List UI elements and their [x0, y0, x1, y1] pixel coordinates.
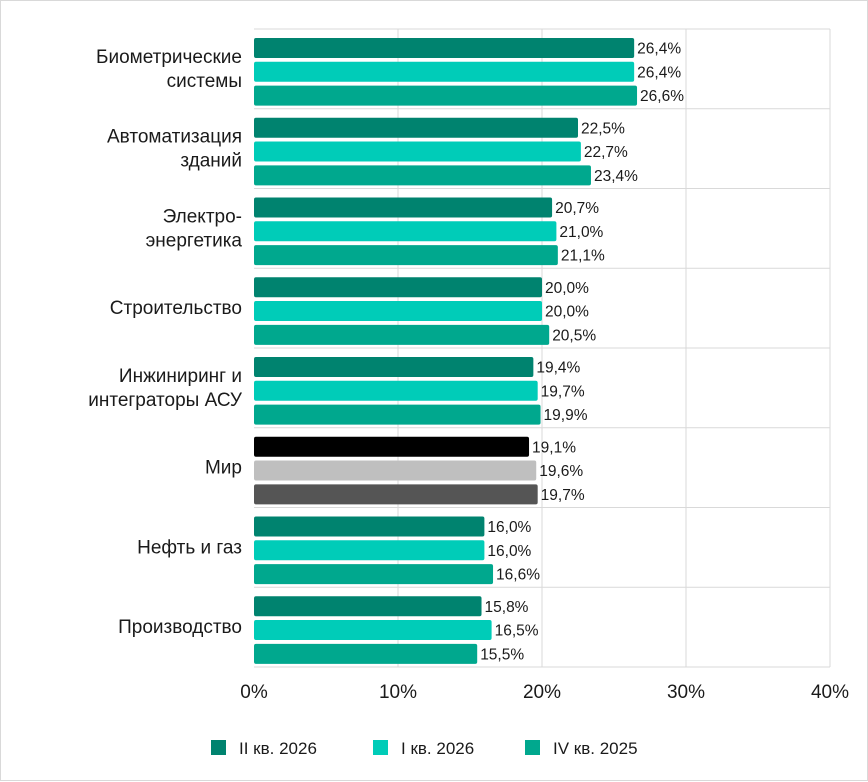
bar-5-2 [254, 484, 538, 505]
category-label-4-line-1: интеграторы АСУ [88, 390, 243, 411]
data-label-0-1: 26,4% [637, 64, 681, 81]
data-label-7-1: 16,5% [495, 623, 539, 640]
category-label-5: Мир [205, 458, 242, 479]
bar-0-0 [254, 38, 635, 58]
data-label-6-0: 16,0% [487, 519, 531, 536]
category-label-2-line-1: энергетика [146, 230, 243, 251]
data-label-1-2: 23,4% [594, 168, 638, 185]
data-label-5-0: 19,1% [532, 439, 576, 456]
bar-3-2 [254, 324, 550, 345]
x-tick-label-0: 0% [240, 682, 268, 703]
data-label-4-0: 19,4% [536, 360, 580, 377]
legend-label-2: IV кв. 2025 [553, 739, 638, 758]
data-label-3-2: 20,5% [552, 327, 596, 344]
data-label-7-2: 15,5% [480, 646, 524, 663]
x-tick-label-2: 20% [523, 682, 561, 703]
category-label-2-line-0: Электро- [163, 206, 242, 227]
legend-swatch-0 [211, 740, 226, 755]
x-tick-label-1: 10% [379, 682, 417, 703]
bar-7-0 [254, 596, 482, 617]
bar-2-1 [254, 221, 557, 242]
bar-6-0 [254, 516, 485, 537]
category-label-7: Производство [118, 617, 242, 638]
bar-5-1 [254, 460, 537, 481]
data-label-2-2: 21,1% [561, 248, 605, 265]
legend-swatch-1 [373, 740, 388, 755]
data-label-5-2: 19,7% [541, 487, 585, 504]
data-label-3-0: 20,0% [545, 280, 589, 297]
bar-4-1 [254, 380, 538, 401]
data-label-5-1: 19,6% [539, 463, 583, 480]
bar-3-1 [254, 301, 542, 322]
category-label-3: Строительство [110, 298, 242, 319]
x-tick-label-3: 30% [667, 682, 705, 703]
bar-2-2 [254, 245, 558, 266]
bar-0-1 [254, 61, 635, 82]
category-label-0-line-1: системы [167, 71, 242, 92]
x-tick-label-4: 40% [811, 682, 849, 703]
data-label-6-2: 16,6% [496, 567, 540, 584]
bar-3-0 [254, 277, 542, 298]
data-label-1-0: 22,5% [581, 120, 625, 137]
bar-1-2 [254, 165, 591, 186]
data-label-4-2: 19,9% [544, 407, 588, 424]
bar-4-0 [254, 357, 534, 377]
data-label-1-1: 22,7% [584, 144, 628, 161]
legend-swatch-2 [525, 740, 540, 755]
category-label-0-line-0: Биометрические [96, 47, 242, 68]
bar-4-2 [254, 404, 541, 425]
bar-7-1 [254, 620, 492, 641]
data-label-2-0: 20,7% [555, 200, 599, 217]
bar-0-2 [254, 85, 638, 106]
data-label-0-2: 26,6% [640, 88, 684, 105]
legend-label-0: II кв. 2026 [239, 739, 317, 758]
category-label-1-line-0: Автоматизация [107, 127, 242, 148]
data-label-3-1: 20,0% [545, 304, 589, 321]
bar-5-0 [254, 436, 530, 457]
data-label-2-1: 21,0% [559, 224, 603, 241]
bar-2-0 [254, 197, 553, 218]
category-label-6: Нефть и газ [137, 537, 242, 558]
category-label-4-line-0: Инжиниринг и [119, 366, 242, 387]
bar-1-0 [254, 117, 578, 138]
bar-6-1 [254, 540, 485, 561]
bar-7-2 [254, 643, 478, 664]
data-label-0-0: 26,4% [637, 41, 681, 58]
category-label-1-line-1: зданий [180, 151, 242, 172]
bar-6-2 [254, 564, 494, 585]
data-label-7-0: 15,8% [485, 599, 529, 616]
bar-1-1 [254, 141, 581, 162]
data-label-6-1: 16,0% [487, 543, 531, 560]
legend-label-1: I кв. 2026 [401, 739, 474, 758]
data-label-4-1: 19,7% [541, 383, 585, 400]
